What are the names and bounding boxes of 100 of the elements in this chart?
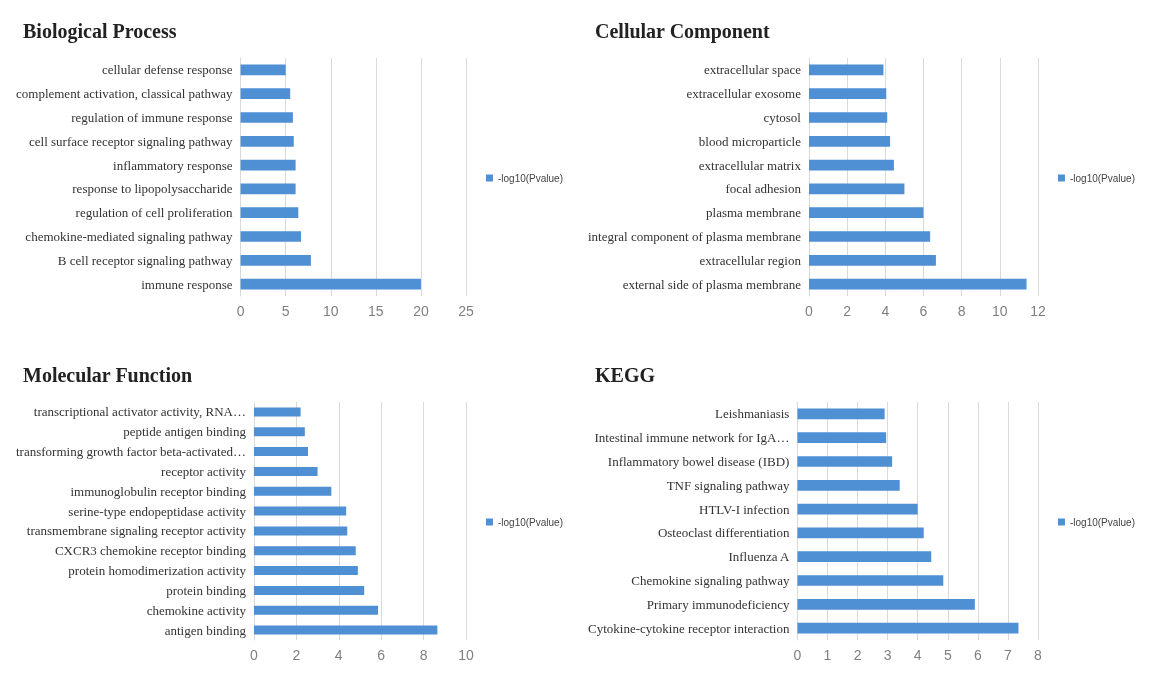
x-tick-label: 12 xyxy=(1030,303,1046,319)
bar xyxy=(240,64,286,76)
bar xyxy=(797,598,975,610)
y-tick-label: B cell receptor signaling pathway xyxy=(57,252,234,268)
bar xyxy=(240,112,293,123)
x-tick-label: 6 xyxy=(919,303,928,319)
y-tick-label: HTLV-I infection xyxy=(699,501,790,517)
y-tick-label: extracellular region xyxy=(699,252,802,268)
text: KEGG xyxy=(595,364,656,386)
x-tick-label: 8 xyxy=(957,303,966,319)
chart-title: Molecular Function xyxy=(23,364,193,386)
y-tick-label: response to lipopolysaccharide xyxy=(72,181,233,197)
bar xyxy=(240,135,294,147)
bar xyxy=(240,278,421,290)
x-tick-label: 8 xyxy=(419,647,428,663)
bar xyxy=(240,159,296,171)
bar xyxy=(808,254,936,266)
bar xyxy=(797,575,944,586)
y-tick-label: serine-type endopeptidase activity xyxy=(68,503,247,519)
y-tick-label: antigen binding xyxy=(164,622,247,638)
bar xyxy=(797,408,885,420)
y-tick-label: cellular defense response xyxy=(101,62,233,78)
bar xyxy=(797,503,918,515)
y-tick-label: protein binding xyxy=(166,582,247,598)
bar xyxy=(253,486,332,496)
x-tick-label: 2 xyxy=(292,647,301,663)
x-tick-label: 10 xyxy=(992,303,1008,319)
bar xyxy=(253,566,358,576)
x-tick-label: 6 xyxy=(973,647,982,663)
x-tick-label: 2 xyxy=(853,647,862,663)
y-tick-label: immunoglobulin receptor binding xyxy=(70,483,247,499)
y-tick-label: chemokine-mediated signaling pathway xyxy=(25,229,234,244)
bar xyxy=(253,466,318,476)
y-tick-label: TNF signaling pathway xyxy=(666,477,790,493)
bar xyxy=(253,427,305,437)
bar xyxy=(808,278,1027,290)
bar xyxy=(797,432,887,444)
y-tick-label: extracellular exosome xyxy=(686,86,802,102)
bar xyxy=(808,135,891,147)
y-tick-label: Chemokine signaling pathway xyxy=(631,573,790,588)
bar xyxy=(797,456,893,467)
y-tick-label: extracellular matrix xyxy=(698,157,802,173)
bar xyxy=(253,407,301,417)
x-tick-label: 0 xyxy=(793,647,802,663)
x-tick-label: 4 xyxy=(881,303,890,319)
bar xyxy=(240,254,311,266)
y-tick-label: chemokine activity xyxy=(146,602,247,618)
y-tick-label: protein homodimerization activity xyxy=(68,563,247,579)
bar xyxy=(797,622,1019,634)
legend-label: -log10(Pvalue) xyxy=(497,172,564,184)
bar xyxy=(253,526,348,536)
x-tick-label: 0 xyxy=(236,303,245,319)
bar xyxy=(808,159,894,171)
x-tick-label: 0 xyxy=(250,647,259,663)
legend-label: -log10(Pvalue) xyxy=(1069,516,1136,528)
y-tick-label: CXCR3 chemokine receptor binding xyxy=(54,543,247,559)
y-tick-label: Leishmaniasis xyxy=(715,406,790,422)
y-tick-label: transcriptional activator activity, RNA… xyxy=(33,404,246,420)
y-tick-label: complement activation, classical pathway xyxy=(15,86,234,102)
y-tick-label: cell surface receptor signaling pathway xyxy=(29,133,234,149)
chart-title: Cellular Component xyxy=(595,20,770,43)
y-tick-label: plasma membrane xyxy=(706,205,802,221)
y-tick-label: regulation of immune response xyxy=(71,110,233,125)
bar xyxy=(808,112,888,123)
bar xyxy=(240,88,291,100)
x-tick-label: 10 xyxy=(322,303,339,319)
y-tick-label: cytosol xyxy=(763,110,802,125)
y-tick-label: Inflammatory bowel disease (IBD) xyxy=(607,454,790,469)
bar xyxy=(240,183,296,195)
bar xyxy=(808,64,884,76)
bar xyxy=(253,625,438,635)
y-tick-label: transmembrane signaling receptor activity xyxy=(26,523,247,539)
x-tick-label: 2 xyxy=(843,303,852,319)
bar xyxy=(797,479,900,491)
x-tick-label: 1 xyxy=(823,647,832,663)
y-tick-label: Influenza A xyxy=(728,549,791,565)
y-tick-label: Intestinal immune network for IgA… xyxy=(594,430,790,446)
bar xyxy=(253,506,347,516)
chart-title: Biological Process xyxy=(23,20,177,43)
x-tick-label: 15 xyxy=(368,303,384,319)
bar xyxy=(808,207,924,219)
x-tick-label: 0 xyxy=(805,303,814,319)
y-tick-label: immune response xyxy=(141,276,233,292)
legend-label: -log10(Pvalue) xyxy=(497,516,564,528)
x-tick-label: 5 xyxy=(281,303,290,319)
bar xyxy=(253,585,365,595)
y-tick-label: blood microparticle xyxy=(698,133,802,149)
y-tick-label: Primary immunodeficiency xyxy=(646,596,790,612)
bar xyxy=(808,231,931,242)
bar xyxy=(797,551,932,563)
x-tick-label: 20 xyxy=(413,303,429,319)
x-tick-label: 4 xyxy=(334,647,343,663)
y-tick-label: regulation of cell proliferation xyxy=(75,205,234,221)
bar xyxy=(797,527,924,539)
bar xyxy=(253,447,309,457)
x-tick-label: 5 xyxy=(943,647,952,663)
y-tick-label: receptor activity xyxy=(161,463,247,479)
x-tick-label: 6 xyxy=(377,647,386,663)
y-tick-label: peptide antigen binding xyxy=(123,424,247,440)
x-tick-label: 3 xyxy=(883,647,892,663)
